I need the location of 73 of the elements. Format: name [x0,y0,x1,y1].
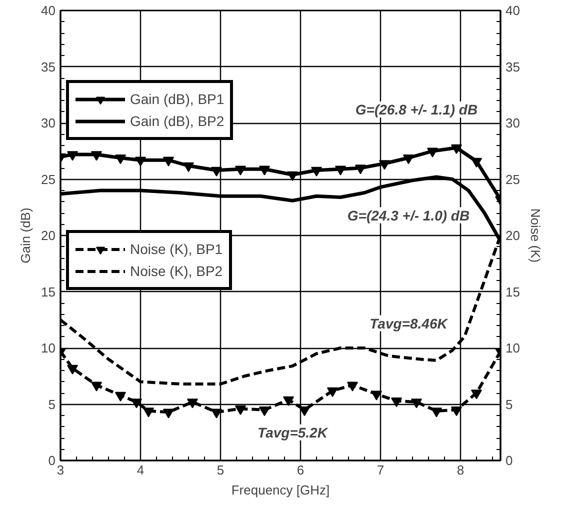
y2-tick-label: 25 [506,172,520,187]
point [299,406,310,416]
point [259,166,270,176]
y-tick-label: 25 [41,172,56,187]
point [187,398,198,408]
point [311,166,322,177]
y-tick-label: 15 [41,284,56,300]
y-tick-label: 0 [48,453,56,468]
x-axis-title: Frequency [GHz] [231,482,330,498]
point [183,162,194,172]
point [259,406,270,416]
legend-label: Gain (dB), BP1 [130,91,224,107]
point [163,156,174,166]
point [347,382,358,392]
point [135,156,146,166]
annotation: G=(26.8 +/- 1.1) dB [355,102,478,118]
point [67,364,78,375]
x-tick-label: 3 [56,462,64,478]
point [371,390,382,400]
point [235,166,246,176]
point [211,166,222,177]
point [91,151,102,161]
point [91,382,102,392]
point [163,408,174,418]
legend-label: Gain (dB), BP2 [130,113,224,129]
y2-tick-label: 0 [506,453,513,468]
y-tick-label: 20 [41,228,56,243]
y2-tick-label: 5 [506,396,513,412]
point [115,154,126,164]
point [411,398,422,408]
y-tick-label: 5 [48,396,56,412]
point [131,398,142,408]
point [327,387,338,398]
point [431,408,442,418]
y-tick-label: 30 [41,116,56,130]
x-tick-label: 5 [216,462,224,478]
y-tick-label: 40 [41,3,56,18]
x-tick-label: 8 [456,462,464,478]
y2-tick-label: 10 [506,340,520,356]
annotation: Tavg=5.2K [258,424,328,440]
point [451,406,462,416]
point [379,160,390,170]
y-axis-title: Gain (dB) [18,208,34,264]
point [335,166,346,176]
legend-label: Noise (K), BP1 [130,241,223,257]
point [67,151,78,161]
point [451,144,462,154]
y2-tick-label: 30 [506,116,520,130]
y2-tick-label: 15 [506,284,520,300]
point [283,396,294,406]
point [287,171,298,182]
point [391,397,402,408]
annotation: G=(24.3 +/- 1.0) dB [347,207,470,224]
legend-label: Noise (K), BP2 [130,263,223,279]
point [211,408,222,418]
x-tick-label: 4 [136,462,144,478]
y2-tick-label: 40 [506,3,520,18]
point [235,405,246,416]
point [355,164,366,174]
point [471,390,482,400]
annotation: Tavg=8.46K [370,315,448,332]
point [403,154,414,164]
y-tick-label: 10 [41,340,56,356]
x-tick-label: 6 [296,462,304,478]
y2-axis-title: Noise (K) [528,208,543,263]
point [143,408,154,418]
point [115,392,126,402]
point [427,148,438,158]
y-tick-label: 35 [41,59,56,74]
y2-tick-label: 20 [506,228,520,243]
y2-tick-label: 35 [506,59,520,74]
x-tick-label: 7 [376,462,384,478]
point [471,158,482,168]
